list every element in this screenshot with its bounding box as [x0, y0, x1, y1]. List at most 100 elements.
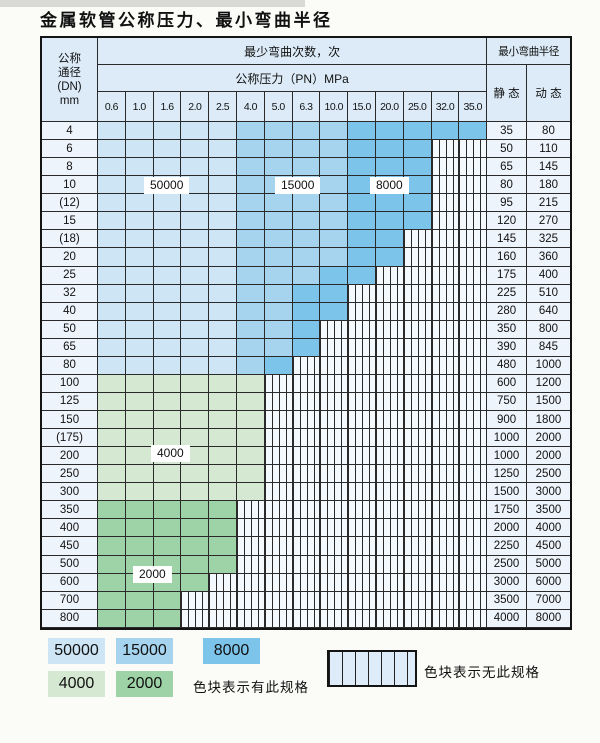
no-spec-cell	[264, 483, 293, 502]
dynamic-header: 动 态	[526, 65, 570, 122]
dynamic-radius-cell: 8000	[526, 609, 570, 628]
bend-cycles-cell	[153, 320, 182, 339]
static-radius-cell: 160	[487, 248, 527, 267]
no-spec-cell	[292, 447, 321, 466]
no-spec-cell	[292, 501, 321, 520]
bend-cycles-cell	[181, 573, 210, 592]
no-spec-cell	[403, 429, 432, 448]
static-radius-cell: 225	[487, 284, 527, 303]
no-spec-cell	[459, 609, 488, 628]
bend-cycles-cell	[209, 230, 237, 249]
static-dynamic-header: 静 态 动 态	[487, 65, 570, 122]
bend-cycles-cell	[125, 248, 154, 267]
radius-header-group: 最小弯曲半径 静 态 动 态	[487, 38, 570, 122]
pressure-header-cell: 2.5	[209, 92, 237, 122]
bend-cycles-cell	[320, 176, 349, 195]
dn-cell: 800	[42, 609, 98, 628]
dynamic-radius-cell: 1800	[526, 411, 570, 430]
bend-cycles-cell	[348, 158, 376, 177]
bend-cycles-cell	[181, 338, 210, 357]
bend-cycles-cell	[264, 194, 293, 213]
no-spec-cell	[403, 248, 432, 267]
no-spec-cell	[209, 609, 237, 628]
static-radius-cell: 750	[487, 392, 527, 411]
bend-cycles-cell	[320, 140, 349, 159]
bend-cycles-cell	[98, 212, 126, 231]
bend-cycles-cell	[320, 122, 349, 141]
no-spec-cell	[264, 573, 293, 592]
bend-cycles-cell	[320, 248, 349, 267]
table-row: 500 2500 5000	[42, 555, 570, 574]
no-spec-cell	[292, 609, 321, 628]
no-spec-cell	[459, 212, 488, 231]
no-spec-cell	[459, 302, 488, 321]
dn-cell: 400	[42, 519, 98, 538]
bend-cycles-cell	[181, 140, 210, 159]
zone-value-label: 50000	[144, 177, 190, 194]
legend-swatch: 4000	[48, 671, 105, 697]
dn-cell: 10	[42, 176, 98, 195]
bend-cycles-cell	[264, 338, 293, 357]
no-spec-cell	[320, 519, 349, 538]
bend-cycles-cell	[348, 140, 376, 159]
no-spec-cell	[320, 338, 349, 357]
no-spec-cell	[431, 374, 460, 393]
dynamic-radius-cell: 215	[526, 194, 570, 213]
static-radius-cell: 900	[487, 411, 527, 430]
bend-cycles-cell	[292, 212, 321, 231]
no-spec-cell	[292, 555, 321, 574]
bend-cycles-cell	[98, 429, 126, 448]
no-spec-cell	[403, 230, 432, 249]
dynamic-radius-cell: 145	[526, 158, 570, 177]
bend-cycles-cell	[292, 338, 321, 357]
no-spec-cell	[348, 537, 376, 556]
table-row: (18) 145 325	[42, 230, 570, 249]
no-spec-cell	[403, 392, 432, 411]
bend-cycles-cell	[264, 230, 293, 249]
bend-cycles-cell	[236, 248, 265, 267]
bend-cycles-cell	[125, 537, 154, 556]
no-spec-cell	[375, 338, 404, 357]
static-radius-cell: 280	[487, 302, 527, 321]
bend-cycles-cell	[153, 302, 182, 321]
bend-cycles-cell	[153, 465, 182, 484]
dn-cell: 700	[42, 591, 98, 610]
table-row: 40 280 640	[42, 302, 570, 321]
pressure-header-cell: 5.0	[264, 92, 293, 122]
dn-cell: 6	[42, 140, 98, 159]
legend-swatch: 2000	[116, 671, 173, 697]
no-spec-cell	[403, 591, 432, 610]
no-spec-cell	[403, 573, 432, 592]
dn-column-header: 公称 通径 (DN) mm	[42, 38, 98, 122]
no-spec-cell	[264, 609, 293, 628]
no-spec-cell	[431, 429, 460, 448]
legend-swatch-label: 15000	[122, 642, 167, 659]
bend-cycles-cell	[98, 519, 126, 538]
bend-cycles-cell	[98, 194, 126, 213]
bend-cycles-cell	[236, 176, 265, 195]
dynamic-radius-cell: 400	[526, 266, 570, 285]
zone-value-label: 2000	[133, 566, 172, 583]
bend-cycles-cell	[98, 573, 126, 592]
bend-cycles-cell	[98, 320, 126, 339]
bend-cycles-cell	[209, 392, 237, 411]
no-spec-cell	[348, 519, 376, 538]
legend-swatch: 15000	[116, 638, 173, 664]
bend-cycles-cell	[125, 194, 154, 213]
bend-cycles-cell	[98, 591, 126, 610]
no-spec-cell	[403, 447, 432, 466]
no-spec-cell	[348, 465, 376, 484]
no-spec-cell	[375, 392, 404, 411]
static-radius-cell: 1000	[487, 429, 527, 448]
legend-swatch-label: 50000	[54, 642, 99, 659]
dn-cell: 40	[42, 302, 98, 321]
table-row: 65 390 845	[42, 338, 570, 357]
bend-cycles-cell	[181, 248, 210, 267]
pressure-header-cell: 1.0	[125, 92, 154, 122]
no-spec-cell	[320, 447, 349, 466]
static-header: 静 态	[487, 65, 527, 122]
bend-cycles-cell	[403, 158, 432, 177]
bend-cycles-cell	[236, 356, 265, 375]
bend-cycles-cell	[320, 230, 349, 249]
